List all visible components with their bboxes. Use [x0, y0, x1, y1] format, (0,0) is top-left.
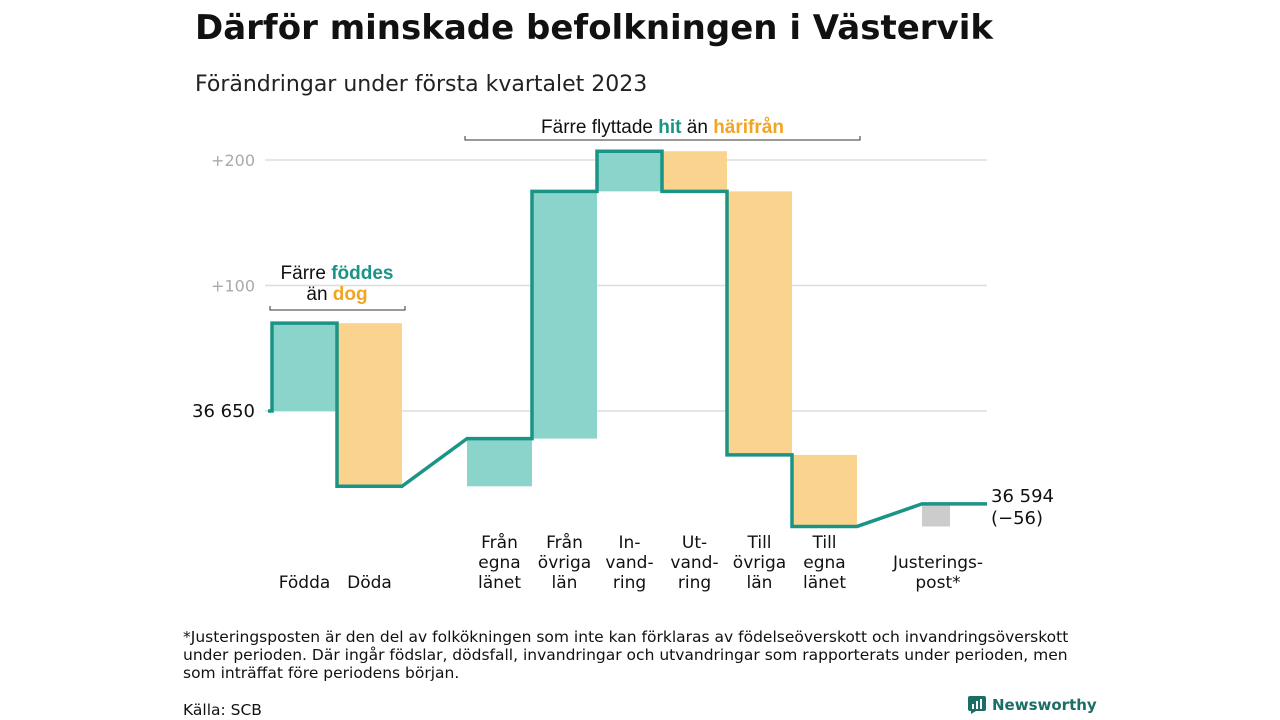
- bar-inflow: [532, 191, 597, 439]
- x-tick-label: Till övriga län: [733, 533, 786, 593]
- x-tick-label: In-vand-ring: [605, 533, 653, 593]
- brand-logo: Newsworthy: [968, 696, 1097, 714]
- annotation-births-bracket: [269, 306, 406, 311]
- annotation-migration: Färre flyttade hit än härifrån: [541, 117, 784, 138]
- end-change-label: (−56): [991, 508, 1043, 529]
- brand-name: Newsworthy: [992, 696, 1097, 714]
- page-subtitle: Förändringar under första kvartalet 2023: [195, 72, 648, 97]
- bar-outflow: [337, 323, 402, 487]
- end-value-label: 36 594: [991, 486, 1054, 507]
- x-tick-label: Justerings-post*: [892, 553, 983, 593]
- annotation-migration-bracket: [464, 136, 861, 141]
- x-tick-label: Födda: [279, 573, 331, 593]
- x-tick-label: Döda: [347, 573, 392, 593]
- x-tick-label: Till egna länet: [803, 533, 846, 593]
- x-tick-label: Från egna länet: [478, 532, 521, 593]
- y-tick-label: +200: [211, 151, 255, 170]
- annotation-births-line1: Färre föddes: [281, 263, 394, 284]
- bar-outflow: [662, 151, 727, 192]
- footnote: *Justeringsposten är den del av folkökni…: [183, 628, 1069, 682]
- bar-inflow: [467, 438, 532, 487]
- bar-inflow: [272, 323, 337, 411]
- x-tick-label: Från övriga län: [538, 532, 591, 593]
- bar-outflow: [792, 454, 857, 527]
- series-step-line: [268, 149, 987, 529]
- y-tick-label: +100: [211, 277, 255, 296]
- bar-chart-icon: [968, 696, 986, 714]
- page-title: Därför minskade befolkningen i Västervik: [195, 8, 993, 48]
- x-tick-label: Ut-vand-ring: [670, 533, 718, 593]
- source-label: Källa: SCB: [183, 701, 262, 719]
- annotation-births-line2: än dog: [306, 284, 367, 305]
- bar-adjustment: [922, 503, 950, 527]
- start-value-label: 36 650: [192, 401, 255, 422]
- bar-outflow: [727, 191, 792, 455]
- bar-inflow: [597, 151, 662, 192]
